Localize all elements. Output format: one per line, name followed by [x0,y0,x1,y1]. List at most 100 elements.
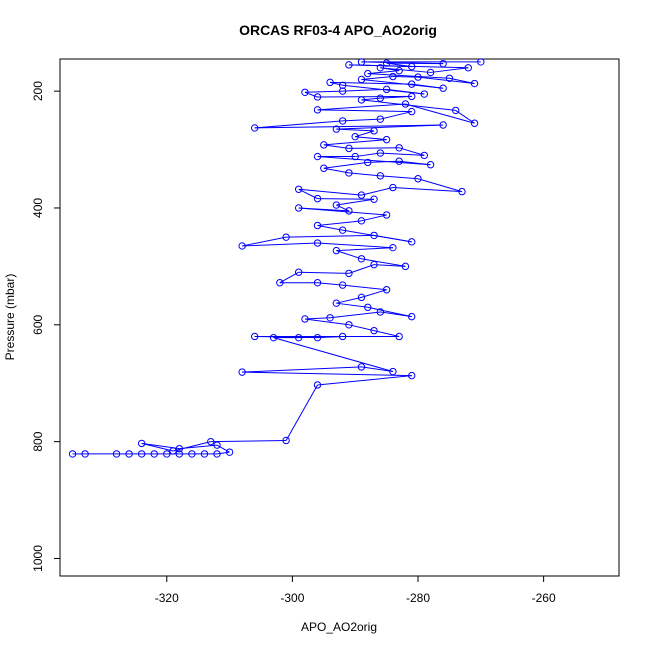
data-point [364,158,372,167]
data-point [238,368,246,376]
data-point [389,367,397,376]
series-segment [304,318,349,326]
data-point [294,185,303,193]
data-point [338,281,347,289]
data-point [389,183,397,192]
data-point [326,314,334,322]
series-segment [392,76,419,78]
data-point [364,69,372,78]
series-segment [323,139,387,146]
data-point [294,204,303,212]
data-point [408,238,416,246]
data-point [269,333,278,342]
data-point [351,152,359,161]
data-point [313,93,322,101]
data-point [213,450,221,458]
data-point [382,85,391,94]
data-point [408,312,416,321]
data-point [470,79,479,88]
series-segment [285,384,318,441]
data-point [301,88,309,96]
data-point [188,450,196,458]
data-point [395,332,403,341]
series-segment [361,76,393,80]
data-point [477,58,485,66]
data-point [332,201,341,209]
data-point [345,61,353,69]
series-segment [141,442,174,452]
data-point [451,106,460,115]
data-point [370,326,378,335]
series-segment [254,124,444,129]
data-point [426,68,435,77]
series-segment [348,324,375,332]
series-segment [367,73,450,79]
data-point [382,135,391,144]
x-tick-label: -260 [532,591,556,605]
data-point [169,447,177,455]
series-segment [304,317,331,320]
data-point [395,144,403,152]
data-point [370,260,378,269]
series-segment [361,78,444,89]
series-segment [323,167,350,174]
series-segment [367,70,400,75]
data-point [345,169,353,177]
data-point [175,450,184,458]
data-point [370,195,378,203]
series-segment [242,371,412,377]
series-segment [430,67,469,73]
series-segment [336,198,375,206]
data-point [68,450,77,458]
x-axis-label: APO_AO2orig [301,620,377,634]
data-point [351,132,359,141]
data-point [382,286,391,294]
data-point [376,172,385,180]
series-segment [254,120,343,129]
series-segment [380,111,412,120]
data-point [401,100,410,108]
data-point [332,125,341,133]
data-point [395,157,403,165]
y-tick-label: 800 [31,431,45,451]
data-point [458,187,466,196]
data-point [150,450,158,458]
data-point [345,269,353,278]
data-point [251,124,259,132]
x-tick-label: -280 [406,591,430,605]
series-segment [298,207,349,212]
series-segment [380,175,419,180]
series-segment [304,91,318,98]
series-segment [286,234,375,238]
data-point [175,444,184,453]
data-point [357,191,366,199]
data-point [439,59,447,68]
series-segment [298,271,349,274]
data-point [213,441,221,449]
data-point [408,62,416,71]
series-segment [361,366,393,373]
data-point [357,255,366,263]
data-point [408,371,416,380]
series-segment [342,284,387,291]
data-point [320,164,328,172]
series-segment [355,136,387,141]
data-point [294,268,303,276]
series-segment [348,172,381,177]
data-point [326,78,334,87]
data-point [338,117,347,125]
data-point [301,315,309,323]
chart-title: ORCAS RF03-4 APO_AO2orig [239,22,437,38]
series-segment [374,264,406,267]
series-segment [317,156,431,166]
series-segment [336,296,362,304]
data-point [370,231,378,240]
series-segment [348,147,400,149]
series-segment [336,128,375,132]
series-segment [361,187,394,196]
series-segment [172,441,211,452]
series-segment [373,330,400,337]
series-segment [348,264,375,274]
data-point [357,96,366,104]
data-point [389,243,397,252]
